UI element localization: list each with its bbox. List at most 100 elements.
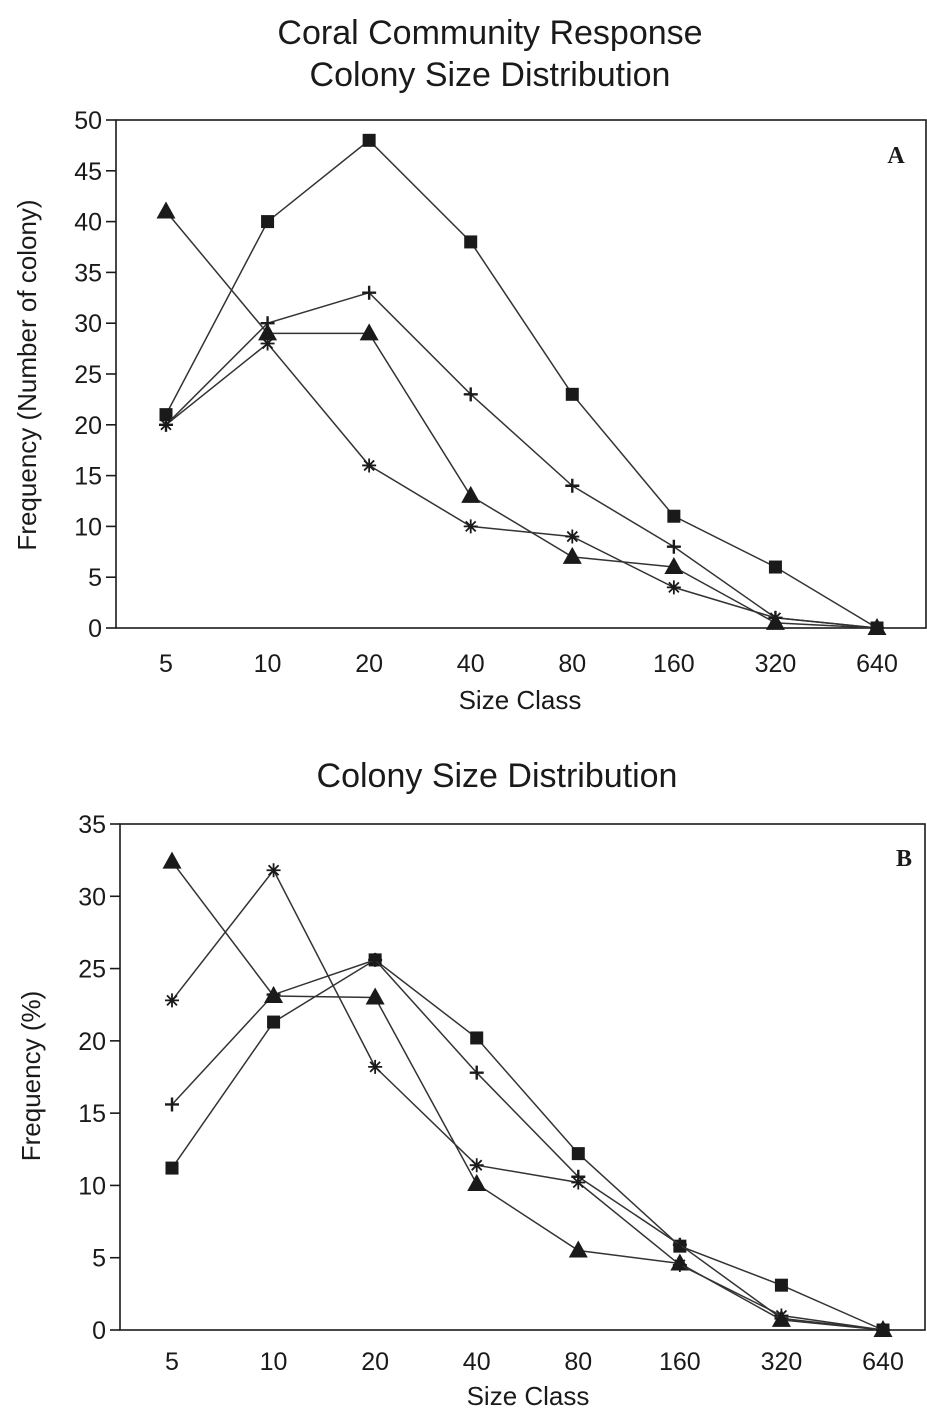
y-tick-label: 35 xyxy=(74,259,102,287)
y-tick-label: 40 xyxy=(74,209,102,237)
marker-asterisk xyxy=(774,1308,789,1323)
marker-plus xyxy=(565,478,580,493)
marker-square xyxy=(768,560,782,574)
panel-label: B xyxy=(896,846,912,872)
marker-square xyxy=(464,235,478,249)
y-tick-label: 20 xyxy=(78,1028,106,1056)
x-tick-label: 160 xyxy=(653,650,695,678)
marker-asterisk xyxy=(672,1257,687,1272)
marker-asterisk xyxy=(368,1059,383,1074)
series-line-plus xyxy=(165,291,878,629)
marker-square xyxy=(571,1147,585,1161)
series-line-triangle xyxy=(165,210,878,629)
marker-square xyxy=(774,1278,788,1292)
series-line-asterisk xyxy=(171,868,884,1331)
chart-title-line-1: Coral Community Response xyxy=(277,14,702,52)
x-axis: 5 10 20 40 80 160 320 640 xyxy=(159,650,898,678)
series-layer xyxy=(162,851,893,1337)
y-axis: 0 5 10 15 20 25 30 35 40 45 50 xyxy=(74,107,116,643)
marker-asterisk xyxy=(571,1175,586,1190)
marker-triangle xyxy=(258,323,278,341)
x-tick-label: 40 xyxy=(463,1348,491,1376)
x-axis-label: Size Class xyxy=(467,1381,590,1411)
marker-plus xyxy=(666,539,681,554)
marker-asterisk xyxy=(165,993,179,1008)
series-line-triangle xyxy=(171,861,884,1331)
y-tick-label: 25 xyxy=(74,361,102,389)
series-layer xyxy=(156,133,887,635)
marker-plus xyxy=(463,387,478,402)
marker-triangle xyxy=(461,485,481,503)
marker-triangle xyxy=(562,546,582,564)
x-tick-label: 80 xyxy=(558,650,586,678)
marker-asterisk xyxy=(768,610,783,625)
chart-panel-b: Colony Size Distribution 05101520253035 … xyxy=(16,757,926,1411)
plot-frame xyxy=(119,823,926,1331)
x-tick-label: 40 xyxy=(457,650,485,678)
y-tick-label: 5 xyxy=(92,1245,106,1273)
x-tick-label: 160 xyxy=(659,1348,701,1376)
marker-triangle xyxy=(467,1173,487,1191)
marker-triangle xyxy=(664,557,684,575)
y-tick-label: 15 xyxy=(78,1100,106,1128)
series-line-plus xyxy=(171,959,884,1331)
x-axis-label: Size Class xyxy=(459,685,582,715)
chart-title-line-2: Colony Size Distribution xyxy=(310,56,671,94)
x-tick-label: 640 xyxy=(856,650,898,678)
marker-square xyxy=(267,1015,281,1029)
marker-plus xyxy=(469,1065,484,1080)
marker-asterisk xyxy=(463,519,478,534)
series-line-asterisk xyxy=(165,342,878,629)
y-tick-label: 5 xyxy=(88,564,102,592)
y-tick-label: 45 xyxy=(74,158,102,186)
y-axis-label: Frequency (%) xyxy=(16,991,46,1162)
y-tick-label: 30 xyxy=(78,883,106,911)
marker-plus xyxy=(368,952,383,967)
y-tick-label: 10 xyxy=(74,513,102,541)
marker-triangle xyxy=(162,851,182,869)
y-tick-label: 20 xyxy=(74,412,102,440)
marker-plus xyxy=(165,1097,179,1112)
marker-square xyxy=(565,387,579,401)
x-tick-label: 5 xyxy=(165,1348,179,1376)
chart-panel-a: Coral Community Response Colony Size Dis… xyxy=(12,14,927,715)
x-tick-label: 5 xyxy=(159,650,173,678)
marker-asterisk xyxy=(565,529,580,544)
y-tick-label: 15 xyxy=(74,463,102,491)
y-tick-label: 10 xyxy=(78,1172,106,1200)
marker-square xyxy=(165,1161,179,1175)
y-tick-label: 50 xyxy=(74,107,102,135)
x-tick-label: 20 xyxy=(355,650,383,678)
y-tick-label: 35 xyxy=(78,811,106,839)
marker-square xyxy=(261,215,275,229)
marker-asterisk xyxy=(469,1158,484,1173)
x-tick-label: 10 xyxy=(260,1348,288,1376)
marker-square xyxy=(362,133,376,147)
marker-asterisk xyxy=(876,1323,890,1337)
series-line-square xyxy=(171,958,884,1331)
y-tick-label: 0 xyxy=(92,1317,106,1345)
x-tick-label: 320 xyxy=(761,1348,803,1376)
chart-title-line-1: Colony Size Distribution xyxy=(317,757,678,795)
marker-triangle xyxy=(156,201,176,219)
y-axis: 0 5 10 15 20 25 30 35 xyxy=(78,811,120,1345)
marker-triangle xyxy=(568,1240,588,1258)
y-tick-label: 30 xyxy=(74,310,102,338)
x-tick-label: 20 xyxy=(361,1348,389,1376)
marker-asterisk xyxy=(266,863,281,878)
x-tick-label: 320 xyxy=(755,650,797,678)
marker-triangle xyxy=(359,323,379,341)
marker-asterisk xyxy=(260,336,275,351)
x-tick-label: 10 xyxy=(254,650,282,678)
marker-asterisk xyxy=(159,417,173,432)
y-tick-label: 25 xyxy=(78,956,106,984)
y-tick-label: 0 xyxy=(88,615,102,643)
x-tick-label: 640 xyxy=(862,1348,904,1376)
y-axis-label: Frequency (Number of colony) xyxy=(12,199,42,550)
marker-square xyxy=(470,1031,484,1045)
plot-frame xyxy=(115,119,927,629)
marker-asterisk xyxy=(362,458,377,473)
x-axis: 5 10 20 40 80 160 320 640 xyxy=(165,1348,904,1376)
marker-triangle xyxy=(365,987,385,1005)
